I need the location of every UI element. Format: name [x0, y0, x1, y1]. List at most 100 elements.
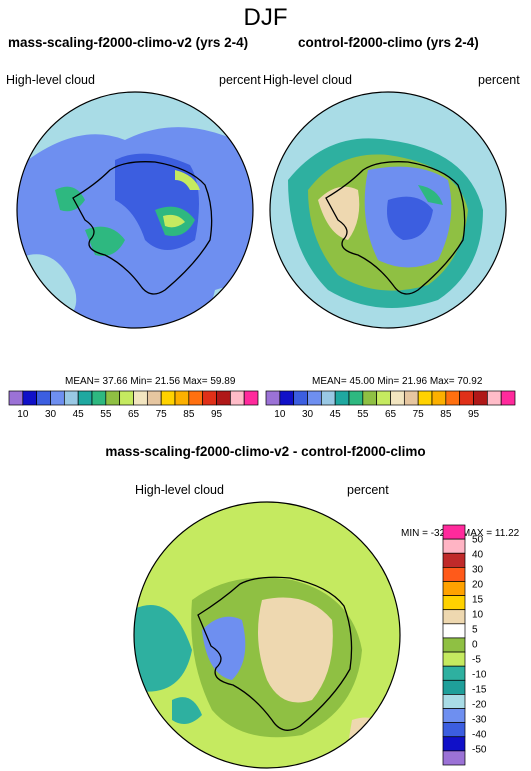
diff-variable-label: High-level cloud: [135, 483, 224, 497]
control-units-label: percent: [478, 73, 520, 87]
colorbar-swatch: [442, 694, 466, 709]
test-polar-map: [16, 91, 254, 329]
colorbar-tick-label: 75: [155, 409, 167, 420]
diff-panel-title: mass-scaling-f2000-climo-v2 - control-f2…: [105, 444, 426, 459]
control-colorbar: [265, 390, 516, 406]
colorbar-tick-label: -30: [472, 714, 487, 726]
diff-colorbar: [442, 524, 466, 766]
colorbar-swatch: [442, 567, 466, 582]
colorbar-tick-label: 45: [72, 409, 84, 420]
colorbar-swatch: [334, 390, 350, 406]
colorbar-swatch: [119, 390, 134, 406]
colorbar-swatch: [229, 390, 245, 406]
control-panel-title: control-f2000-climo (yrs 2-4): [298, 35, 479, 50]
colorbar-tick-label: 95: [467, 409, 480, 420]
colorbar-tick-label: 10: [17, 409, 29, 420]
diff-polar-map: [133, 501, 401, 769]
colorbar-tick-label: 45: [329, 409, 341, 420]
colorbar-swatch: [105, 390, 121, 406]
colorbar-tick-label: 95: [210, 409, 223, 420]
colorbar-swatch: [174, 390, 190, 406]
colorbar-swatch: [442, 581, 466, 596]
colorbar-tick-label: -40: [472, 729, 487, 741]
test-colorbar-labels: 10 30 45 55 65 75 85 95: [9, 409, 258, 423]
colorbar-tick-label: 65: [384, 409, 397, 420]
colorbar-swatch: [146, 390, 162, 406]
colorbar-tick-label: 85: [183, 409, 195, 420]
colorbar-swatch: [362, 390, 378, 406]
colorbar-swatch: [348, 390, 364, 406]
colorbar-swatch: [442, 595, 466, 611]
colorbar-swatch: [459, 390, 474, 406]
colorbar-tick-label: 40: [472, 549, 484, 561]
colorbar-swatch: [376, 390, 391, 406]
colorbar-tick-label: 30: [44, 409, 57, 420]
colorbar-swatch: [486, 390, 502, 406]
colorbar-tick-label: 50: [472, 534, 484, 546]
colorbar-tick-label: -20: [472, 699, 487, 711]
colorbar-swatch: [160, 390, 176, 406]
diff-colorbar-labels: 50 40 30 20 15 10 5 0 -5 -10 -15 -20 -30 -40 -50: [472, 525, 512, 765]
colorbar-swatch: [22, 390, 38, 406]
colorbar-swatch: [442, 552, 466, 568]
colorbar-swatch: [473, 390, 488, 406]
colorbar-swatch: [265, 390, 281, 406]
colorbar-swatch: [442, 651, 466, 667]
colorbar-swatch: [36, 390, 51, 406]
colorbar-swatch: [390, 390, 405, 406]
colorbar-tick-label: 55: [357, 409, 369, 420]
colorbar-swatch: [133, 390, 148, 406]
colorbar-swatch: [91, 390, 107, 406]
control-stats: MEAN= 45.00 Min= 21.96 Max= 70.92: [312, 376, 483, 387]
colorbar-swatch: [50, 390, 65, 406]
colorbar-swatch: [442, 665, 466, 681]
colorbar-swatch: [188, 390, 204, 406]
colorbar-tick-label: -50: [472, 744, 487, 756]
control-variable-label: High-level cloud: [263, 73, 352, 87]
colorbar-tick-label: 20: [472, 579, 484, 591]
colorbar-tick-label: 75: [412, 409, 424, 420]
colorbar-tick-label: -5: [472, 654, 481, 666]
colorbar-swatch: [445, 390, 461, 406]
colorbar-swatch: [442, 750, 466, 766]
colorbar-swatch: [293, 390, 308, 406]
figure-title: DJF: [243, 4, 288, 31]
test-variable-label: High-level cloud: [6, 73, 95, 87]
test-units-label: percent: [219, 73, 261, 87]
test-colorbar: [8, 390, 259, 406]
colorbar-tick-label: 85: [440, 409, 452, 420]
colorbar-tick-label: 15: [472, 594, 484, 606]
colorbar-swatch: [442, 679, 466, 695]
colorbar-swatch: [442, 736, 466, 752]
colorbar-swatch: [500, 390, 516, 406]
control-polar-map: [269, 91, 507, 329]
colorbar-swatch: [202, 390, 217, 406]
colorbar-tick-label: 65: [127, 409, 140, 420]
colorbar-swatch: [442, 623, 466, 639]
colorbar-tick-label: 10: [274, 409, 286, 420]
colorbar-swatch: [442, 708, 466, 723]
colorbar-tick-label: -15: [472, 684, 487, 696]
colorbar-swatch: [279, 390, 295, 406]
diff-units-label: percent: [347, 483, 389, 497]
colorbar-swatch: [442, 609, 466, 625]
colorbar-swatch: [442, 538, 466, 554]
test-stats: MEAN= 37.66 Min= 21.56 Max= 59.89: [65, 376, 236, 387]
colorbar-tick-label: 30: [472, 564, 484, 576]
colorbar-tick-label: 0: [472, 639, 478, 651]
colorbar-tick-label: 55: [100, 409, 112, 420]
test-panel-title: mass-scaling-f2000-climo-v2 (yrs 2-4): [8, 35, 249, 50]
colorbar-tick-label: 10: [472, 609, 484, 621]
colorbar-tick-label: 30: [301, 409, 314, 420]
colorbar-swatch: [307, 390, 322, 406]
colorbar-swatch: [77, 390, 93, 406]
colorbar-swatch: [417, 390, 433, 406]
colorbar-swatch: [442, 722, 466, 738]
colorbar-swatch: [403, 390, 419, 406]
colorbar-tick-label: -10: [472, 669, 487, 681]
colorbar-swatch: [8, 390, 24, 406]
colorbar-swatch: [431, 390, 447, 406]
colorbar-swatch: [63, 390, 79, 406]
colorbar-tick-label: 5: [472, 624, 478, 636]
colorbar-swatch: [442, 637, 466, 653]
